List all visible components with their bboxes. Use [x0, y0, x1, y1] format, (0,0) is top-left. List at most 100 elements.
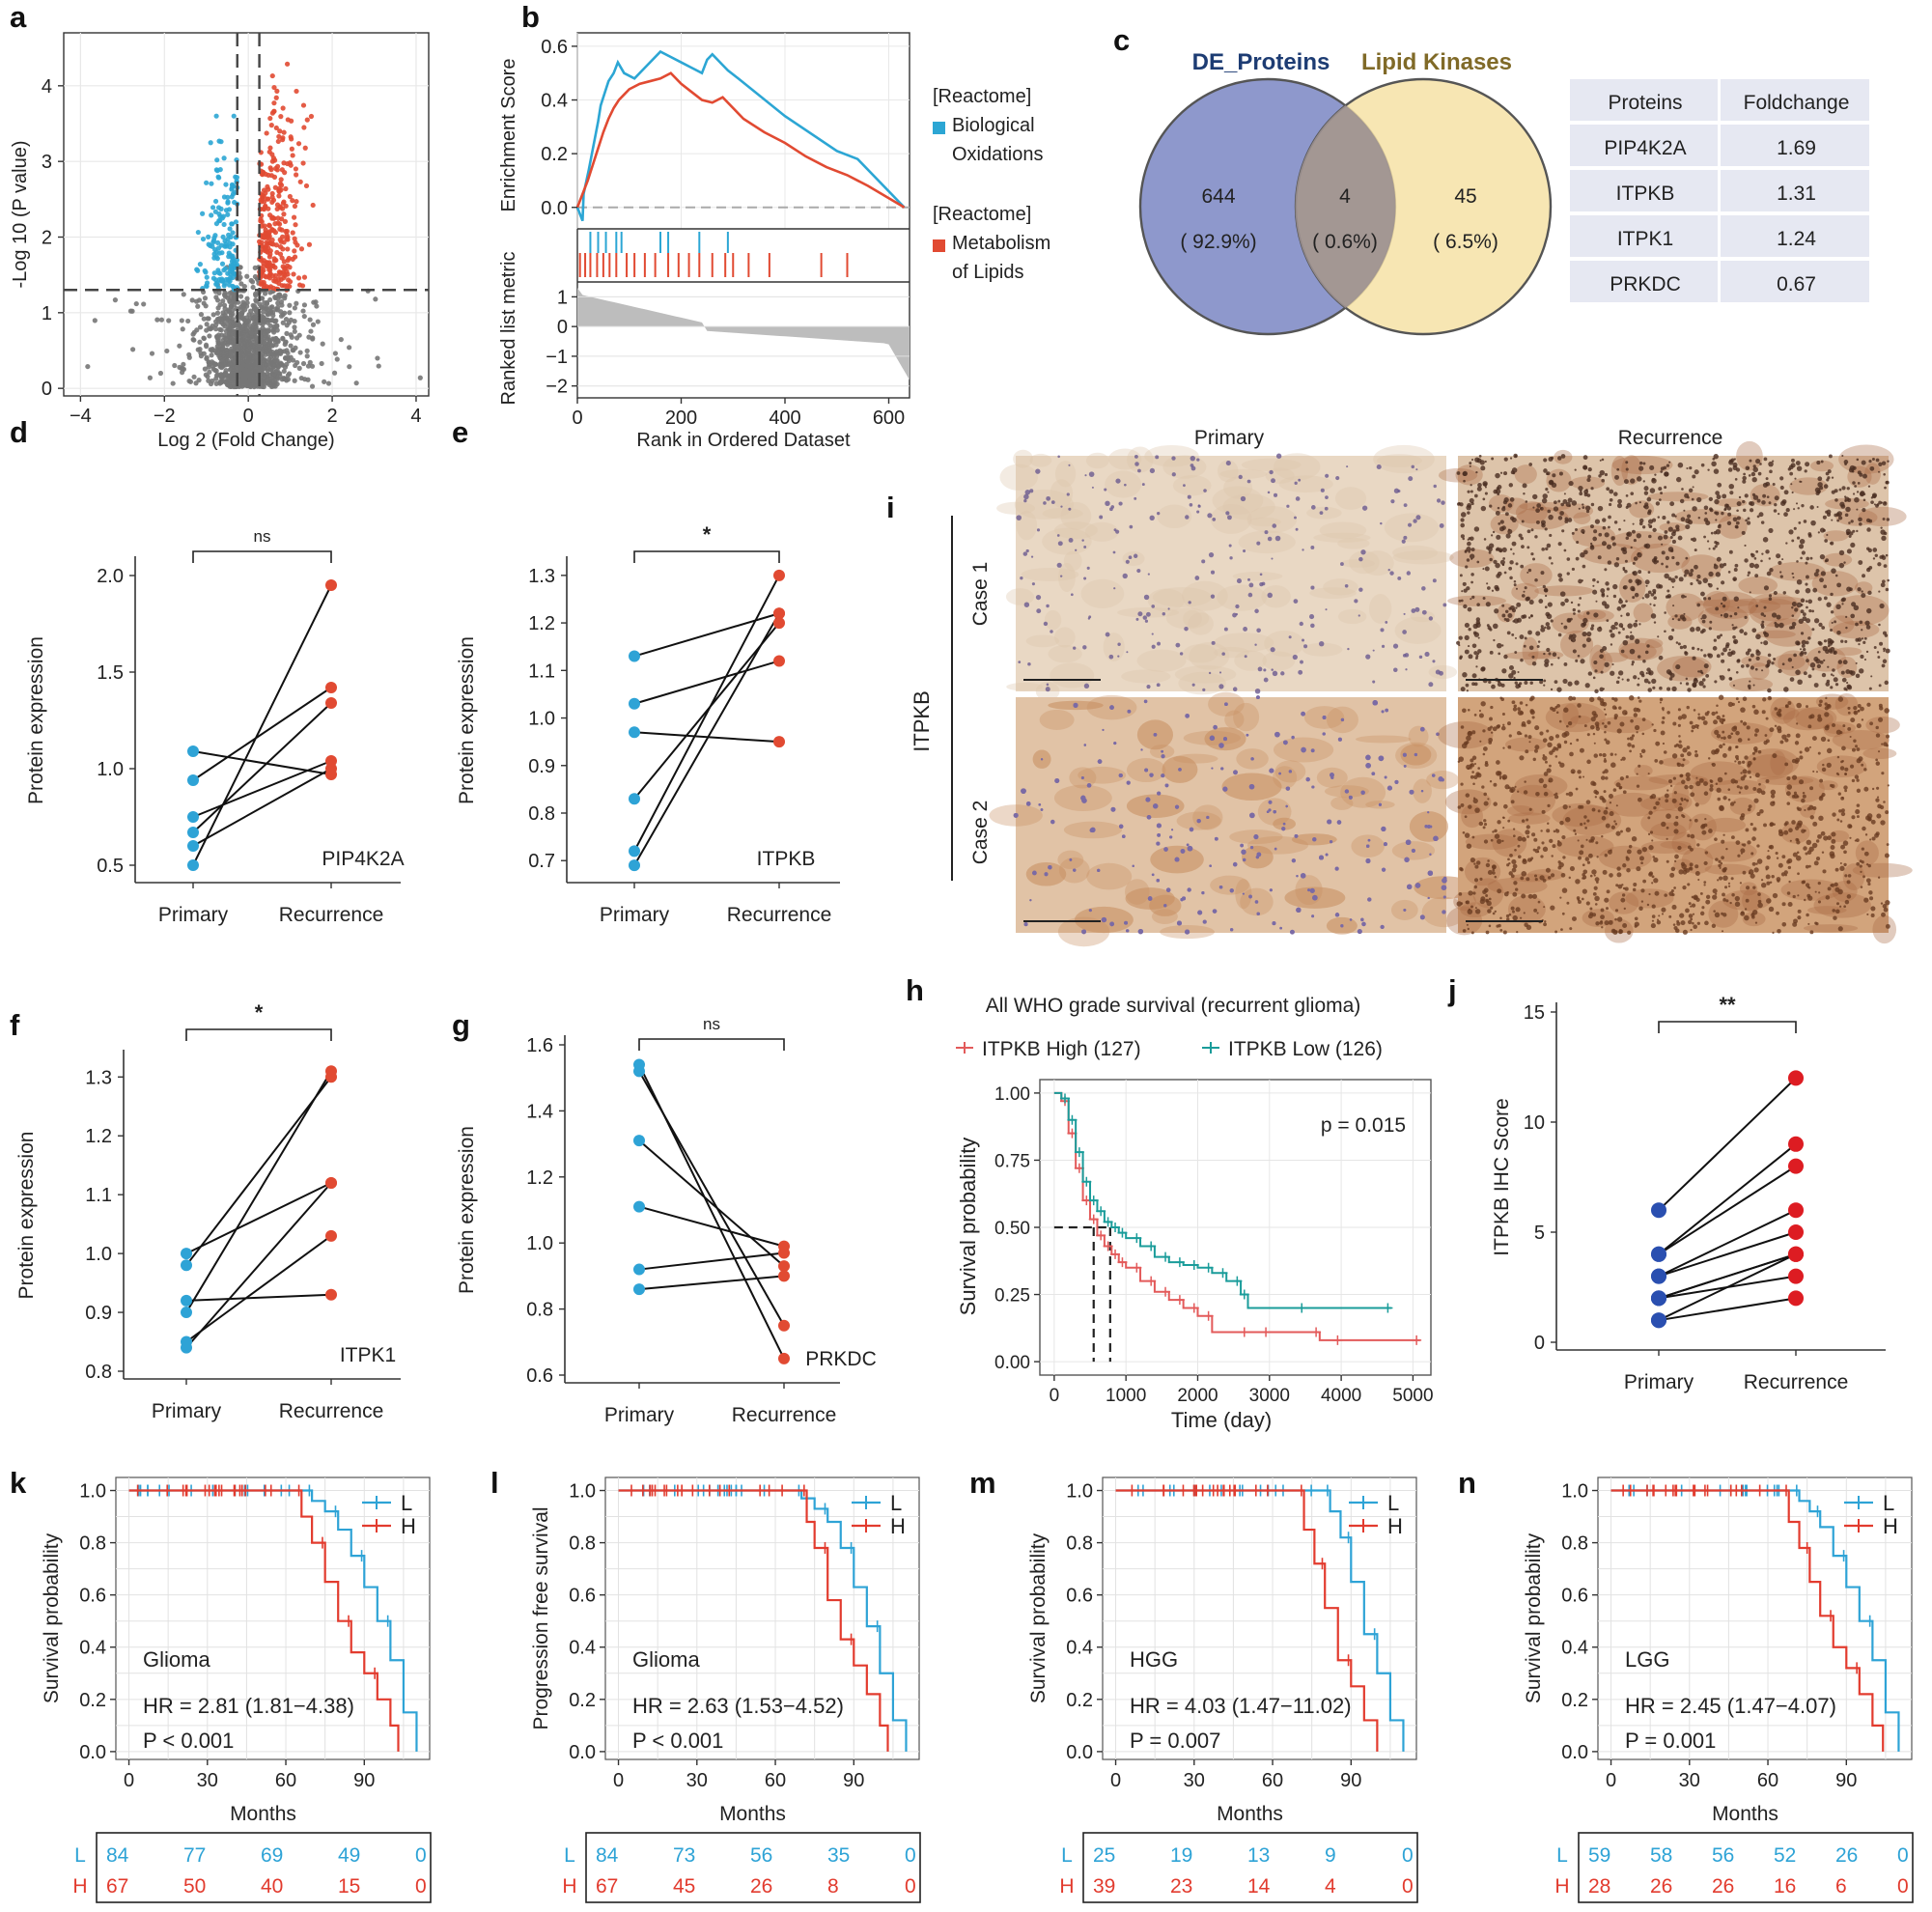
cell-nucleus — [1549, 480, 1554, 486]
cell-nucleus — [1656, 560, 1660, 563]
cell-nucleus — [1273, 809, 1276, 814]
y-tick-label: 2.0 — [97, 566, 124, 587]
cell-nucleus — [1043, 501, 1047, 505]
cell-nucleus — [1570, 617, 1573, 621]
cell-nucleus — [1468, 628, 1471, 632]
cell-nucleus — [1846, 548, 1852, 554]
cell-nucleus — [1518, 533, 1523, 538]
data-point — [223, 182, 229, 187]
data-point — [265, 366, 271, 372]
cell-nucleus — [1477, 649, 1482, 654]
cell-nucleus — [1679, 645, 1684, 650]
cell-nucleus — [1855, 661, 1858, 664]
data-point — [282, 293, 288, 298]
cell-nucleus — [1722, 596, 1727, 602]
cell-nucleus — [1544, 527, 1548, 531]
cell-nucleus — [1760, 641, 1763, 644]
cell-nucleus — [1713, 564, 1719, 570]
cell-nucleus — [1575, 528, 1579, 532]
cell-nucleus — [1196, 510, 1200, 514]
cell-nucleus — [1296, 874, 1299, 878]
cell-nucleus — [1763, 605, 1767, 609]
cell-nucleus — [1516, 617, 1522, 623]
data-point — [254, 376, 260, 382]
cell-nucleus — [1590, 487, 1594, 491]
cell-nucleus — [1819, 577, 1824, 583]
cell-nucleus — [1742, 479, 1747, 484]
cell-nucleus — [1354, 599, 1358, 604]
y-axis-label: Protein expression — [25, 636, 47, 804]
cell-nucleus — [1506, 631, 1511, 635]
data-point — [164, 348, 170, 354]
y-tick-label: 1.5 — [97, 662, 124, 684]
significance-label: * — [703, 522, 712, 547]
cell-nucleus — [1781, 662, 1785, 666]
cell-nucleus — [1157, 511, 1161, 516]
tissue-texture — [1025, 634, 1060, 648]
y-tick-label: 1.00 — [994, 1084, 1030, 1105]
cell-nucleus — [1112, 550, 1116, 554]
cell-nucleus — [1089, 828, 1095, 832]
cell-nucleus — [1868, 687, 1872, 690]
cell-nucleus — [1682, 644, 1688, 649]
cell-nucleus — [1841, 454, 1844, 458]
data-point — [264, 130, 269, 136]
data-point — [219, 250, 225, 256]
data-point — [290, 153, 295, 158]
cell-nucleus — [1791, 491, 1794, 494]
data-point — [276, 371, 282, 377]
cell-nucleus — [1050, 630, 1053, 633]
legend-label: ITPKB High (127) — [982, 1038, 1141, 1060]
cell-nucleus — [1126, 651, 1129, 654]
cell-nucleus — [1690, 568, 1694, 573]
data-point — [251, 314, 257, 321]
cell-nucleus — [1836, 630, 1841, 635]
cell-nucleus — [1521, 520, 1525, 523]
cell-nucleus — [1794, 607, 1799, 612]
primary-point — [629, 650, 640, 662]
cell-nucleus — [1322, 715, 1327, 719]
cell-nucleus — [1805, 582, 1808, 586]
tissue-texture — [1323, 578, 1358, 596]
cell-nucleus — [1641, 597, 1644, 600]
legend-swatch — [933, 122, 945, 134]
data-point — [295, 141, 302, 147]
data-point — [264, 317, 269, 323]
cell-nucleus — [1641, 525, 1646, 529]
cell-nucleus — [1754, 667, 1758, 671]
data-point — [247, 377, 253, 383]
cell-nucleus — [1208, 671, 1212, 675]
cell-nucleus — [1582, 617, 1588, 624]
data-point — [252, 265, 258, 270]
cell-nucleus — [1838, 488, 1842, 492]
cell-nucleus — [1836, 519, 1840, 522]
cell-nucleus — [1046, 683, 1050, 687]
cell-nucleus — [1161, 773, 1165, 778]
cell-nucleus — [1712, 547, 1716, 550]
cell-nucleus — [1468, 645, 1470, 648]
cell-nucleus — [1263, 677, 1269, 683]
data-point — [212, 198, 219, 205]
x-tick-label: 0 — [572, 408, 582, 429]
cell-nucleus — [1048, 865, 1052, 870]
data-point — [277, 243, 284, 250]
data-point — [197, 324, 204, 330]
data-point — [290, 230, 295, 236]
data-point — [322, 379, 327, 384]
tissue-texture — [1319, 521, 1367, 539]
tissue-texture — [1834, 647, 1862, 656]
pair-line — [185, 1235, 332, 1343]
cell-nucleus — [1403, 503, 1408, 508]
pair-line — [1658, 1252, 1797, 1322]
cell-nucleus — [1576, 541, 1580, 545]
cell-nucleus — [1793, 653, 1797, 658]
data-point — [221, 292, 228, 297]
cell-nucleus — [1046, 604, 1050, 608]
cell-nucleus — [1604, 661, 1610, 667]
cell-nucleus — [1712, 646, 1718, 651]
cell-nucleus — [1614, 474, 1619, 480]
cell-nucleus — [1499, 520, 1504, 524]
primary-point — [187, 745, 199, 757]
cell-nucleus — [1050, 819, 1055, 825]
cell-nucleus — [1365, 654, 1371, 660]
